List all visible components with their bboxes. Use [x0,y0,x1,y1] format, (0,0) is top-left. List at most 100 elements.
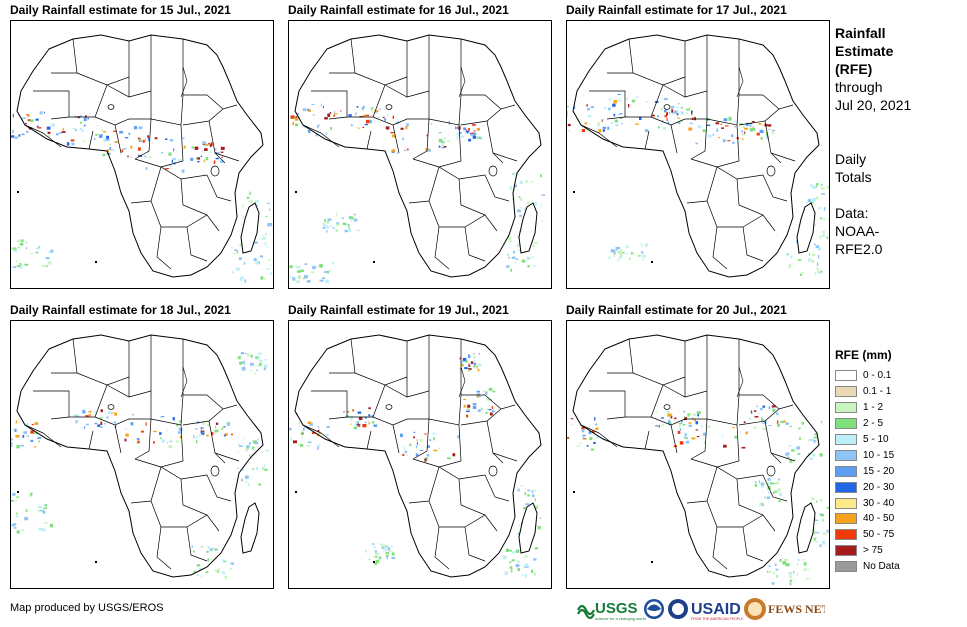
rainfall-cell [798,559,799,561]
rainfall-cell [420,439,423,442]
rainfall-cell [221,152,224,153]
rainfall-cell [431,124,433,125]
rainfall-cell [270,272,272,275]
rainfall-cell [210,151,212,153]
rainfall-cell [84,118,87,121]
rainfall-cell [257,353,259,354]
rainfall-cell [782,561,786,564]
rainfall-cell [355,112,356,115]
rainfall-cell [201,156,203,157]
rainfall-cell [269,223,272,226]
rainfall-cell [750,128,754,131]
rainfall-cell [721,127,724,128]
rainfall-cell [463,127,466,130]
map-panel-19-jul: Daily Rainfall estimate for 19 Jul., 202… [288,302,552,589]
rainfall-cell [686,441,690,444]
rainfall-cell [814,528,815,531]
rainfall-cell [433,437,435,440]
rainfall-cell [439,146,441,148]
rainfall-cell [216,423,218,425]
rainfall-cell [577,446,581,447]
rainfall-cell [751,410,752,413]
rainfall-cell [525,488,526,489]
rainfall-cell [722,436,724,437]
rainfall-cell [617,258,618,261]
rainfall-cell [94,138,95,140]
rainfall-cell [407,149,409,151]
rainfall-cell [814,244,816,246]
rainfall-cell [182,137,184,139]
rainfall-cell [262,235,263,237]
rainfall-cell [258,438,259,440]
rainfall-cell [761,419,763,421]
rainfall-cell [350,416,353,419]
rainfall-cell [308,109,310,112]
rainfall-cell [149,156,152,158]
rainfall-cell [95,411,97,413]
rainfall-cell [196,440,197,443]
rainfall-cell [11,438,13,440]
rainfall-cell [120,154,122,155]
rainfall-cell [115,141,118,143]
rainfall-cell [88,411,91,413]
rainfall-cell [481,408,482,411]
rainfall-cell [320,280,324,282]
rainfall-cell [718,137,720,138]
rainfall-cell [125,439,127,442]
rainfall-cell [773,572,775,574]
rainfall-cell [479,353,480,354]
rainfall-cell [812,454,815,457]
legend-label: 0 - 0.1 [863,370,891,381]
rainfall-cell [534,202,537,205]
rainfall-cell [817,523,819,524]
rainfall-cell [467,405,470,408]
rainfall-cell [760,130,764,133]
rainfall-cell [36,248,40,250]
rainfall-cell [262,467,263,469]
rainfall-cell [799,437,801,440]
rainfall-cell [569,130,570,131]
rainfall-cell [39,510,42,511]
rainfall-cell [38,246,40,248]
rainfall-cell [159,432,162,435]
rainfall-cell [207,546,210,548]
rainfall-cell [755,416,759,418]
rainfall-cell [517,561,520,563]
rainfall-cell [671,106,675,109]
usaid-text: USAID [691,601,741,618]
rainfall-cell [321,104,322,107]
rainfall-cell [266,216,268,217]
rainfall-cell [770,482,773,484]
rainfall-cell [814,440,816,443]
rainfall-cell [51,124,55,127]
rainfall-cell [326,230,327,233]
rainfall-cell [427,454,430,457]
rainfall-cell [475,367,477,368]
rainfall-cell [153,441,155,444]
rainfall-cell [789,576,792,578]
island-marker [373,261,375,263]
rainfall-cell [598,129,601,132]
rainfall-cell [701,425,703,427]
rainfall-cell [517,210,521,213]
rainfall-cell [774,483,776,484]
rainfall-cell [207,423,209,426]
rainfall-cell [368,407,371,409]
rainfall-cell [762,503,764,506]
rainfall-cell [165,168,169,169]
rainfall-cell [588,115,592,117]
rainfall-cell [30,440,33,442]
rainfall-cell [252,446,254,449]
rainfall-cell [635,124,639,125]
rainfall-cell [372,421,375,423]
rainfall-cell [737,139,740,140]
rainfall-cell [812,254,815,256]
rainfall-cell [732,427,735,428]
rainfall-cell [416,453,419,456]
rainfall-cell [793,571,794,573]
rainfall-cell [101,409,103,412]
rainfall-cell [88,118,89,119]
rainfall-cell [822,541,825,544]
fews-net-logo: FEWS NET [744,598,825,620]
rainfall-cell [478,364,482,367]
